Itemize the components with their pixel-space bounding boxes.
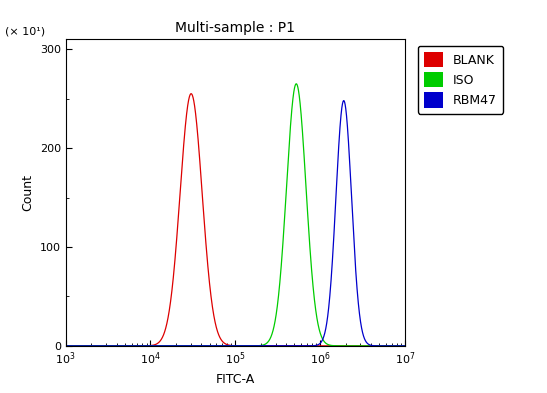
Title: Multi-sample : P1: Multi-sample : P1 — [175, 21, 295, 35]
Text: (× 10¹): (× 10¹) — [4, 26, 45, 36]
X-axis label: FITC-A: FITC-A — [216, 373, 255, 386]
Y-axis label: Count: Count — [21, 174, 34, 211]
Legend: BLANK, ISO, RBM47: BLANK, ISO, RBM47 — [418, 46, 503, 114]
